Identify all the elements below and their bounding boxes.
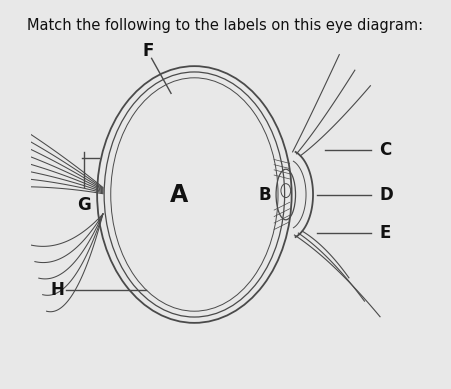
Text: E: E [379, 224, 391, 242]
Text: H: H [51, 281, 64, 299]
Text: D: D [379, 186, 393, 203]
Text: F: F [142, 42, 153, 60]
Text: C: C [379, 141, 391, 159]
Text: B: B [258, 186, 271, 203]
Text: G: G [77, 196, 90, 214]
Text: A: A [170, 182, 188, 207]
Text: Match the following to the labels on this eye diagram:: Match the following to the labels on thi… [28, 18, 423, 33]
